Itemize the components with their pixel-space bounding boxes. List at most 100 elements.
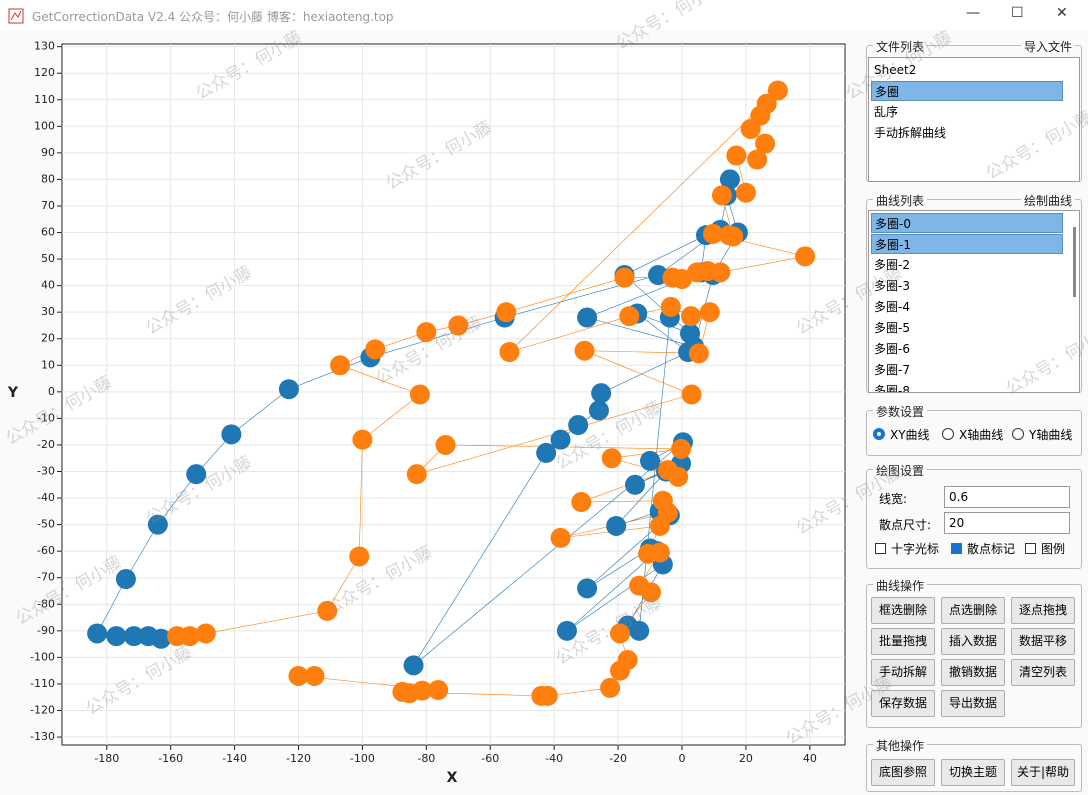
y-tick-label: -10 <box>37 411 55 424</box>
list-item[interactable]: 手动拆解曲线 <box>874 126 947 140</box>
y-tick-label: 80 <box>41 172 55 185</box>
list-item[interactable]: Sheet2 <box>874 63 917 77</box>
list-item[interactable]: 乱序 <box>874 105 899 119</box>
radio-button[interactable] <box>873 428 885 440</box>
group-title: 其他操作 <box>873 737 928 754</box>
list-item[interactable]: 多圈-0 <box>871 213 1063 233</box>
group-box: 曲线列表 绘制曲线 多圈-0 多圈-1 多圈-2 多圈-3 多圈-4 多圈-5 多圈-6 多圈-7… <box>866 192 1082 393</box>
data-point <box>435 434 456 455</box>
data-point <box>699 302 720 323</box>
group-title: 文件列表 <box>873 38 928 55</box>
y-tick-label: -110 <box>30 677 55 690</box>
data-point <box>755 133 776 154</box>
list-item[interactable]: 多圈-8 <box>874 384 910 393</box>
y-tick-label: 60 <box>41 226 55 239</box>
data-point <box>448 315 469 336</box>
data-point <box>221 424 242 445</box>
data-point <box>186 464 207 485</box>
data-point <box>352 429 373 450</box>
action-button[interactable]: 手动拆解 <box>871 659 935 686</box>
action-button[interactable]: 关于|帮助 <box>1011 759 1075 786</box>
data-point <box>679 323 700 344</box>
data-point <box>614 267 635 288</box>
x-tick-label: -180 <box>94 752 119 765</box>
data-point <box>649 515 670 536</box>
data-point <box>428 680 449 701</box>
y-tick-label: -120 <box>30 703 55 716</box>
action-button[interactable]: 插入数据 <box>941 628 1005 655</box>
data-point <box>317 600 338 621</box>
y-tick-label: 90 <box>41 146 55 159</box>
action-button[interactable]: 框选删除 <box>871 597 935 624</box>
data-point <box>496 302 517 323</box>
action-button[interactable]: 数据平移 <box>1011 628 1075 655</box>
action-button[interactable]: 切换主题 <box>941 759 1005 786</box>
data-point <box>756 93 777 114</box>
action-button[interactable]: 清空列表 <box>1011 659 1075 686</box>
y-tick-label: -80 <box>37 597 55 610</box>
action-button[interactable]: 点选删除 <box>941 597 1005 624</box>
y-tick-label: -130 <box>30 730 55 743</box>
list-item[interactable]: 多圈-6 <box>874 342 910 356</box>
action-button[interactable]: 底图参照 <box>871 759 935 786</box>
close-button[interactable]: ✕ <box>1056 5 1068 21</box>
x-tick-label: 20 <box>739 752 753 765</box>
data-point <box>657 460 678 481</box>
list-item[interactable]: 多圈-3 <box>874 279 910 293</box>
y-tick-label: 30 <box>41 305 55 318</box>
data-point <box>711 185 732 206</box>
data-point <box>619 306 640 327</box>
data-point <box>409 384 430 405</box>
group-title: 曲线操作 <box>873 577 928 594</box>
list-action[interactable]: 导入文件 <box>1020 38 1075 55</box>
x-tick-label: -100 <box>350 752 375 765</box>
radio-label: X轴曲线 <box>959 428 1004 442</box>
y-tick-label: -100 <box>30 650 55 663</box>
list-item[interactable]: 多圈-4 <box>874 300 910 314</box>
radio-button[interactable] <box>942 428 954 440</box>
data-point <box>87 623 108 644</box>
y-tick-label: 10 <box>41 358 55 371</box>
data-point <box>278 379 299 400</box>
action-button[interactable]: 保存数据 <box>871 690 935 717</box>
action-button[interactable]: 逐点拖拽 <box>1011 597 1075 624</box>
list-item[interactable]: 多圈-1 <box>871 234 1063 254</box>
data-point <box>640 450 661 471</box>
title-bar: GetCorrectionData V2.4 公众号：何小藤 博客：hexiao… <box>0 0 1088 30</box>
data-point <box>606 515 627 536</box>
list-item[interactable]: 多圈-5 <box>874 321 910 335</box>
radio-button[interactable] <box>1012 428 1024 440</box>
y-tick-label: 50 <box>41 252 55 265</box>
line-width-input[interactable]: 0.6 <box>944 486 1070 508</box>
data-point <box>147 514 168 535</box>
x-tick-label: 0 <box>679 752 686 765</box>
data-point <box>349 546 370 567</box>
checkbox[interactable] <box>875 543 886 554</box>
marker-size-input[interactable]: 20 <box>944 512 1070 534</box>
data-point <box>365 339 386 360</box>
action-button[interactable]: 撤销数据 <box>941 659 1005 686</box>
x-tick-label: -20 <box>609 752 627 765</box>
maximize-button[interactable]: ☐ <box>1011 5 1024 21</box>
checkbox[interactable] <box>1025 543 1036 554</box>
group-box: 其他操作底图参照 切换主题 关于|帮助 <box>866 737 1082 792</box>
y-tick-label: 130 <box>34 40 55 53</box>
list-item[interactable]: 多圈-7 <box>874 363 910 377</box>
list-item[interactable]: 多圈-2 <box>874 258 910 272</box>
data-point <box>688 343 709 364</box>
radio-label: Y轴曲线 <box>1029 428 1073 442</box>
curve-list: 多圈-0 多圈-1 多圈-2 多圈-3 多圈-4 多圈-5 多圈-6 多圈-7 多圈-8 <box>868 210 1080 393</box>
action-button[interactable]: 批量拖拽 <box>871 628 935 655</box>
data-point <box>629 620 650 641</box>
list-action[interactable]: 绘制曲线 <box>1020 192 1075 209</box>
checkbox[interactable] <box>951 543 962 554</box>
list-item[interactable]: 多圈 <box>871 81 1063 101</box>
group-box: 曲线操作框选删除 点选删除 逐点拖拽批量拖拽 插入数据 数据平移手动拆解 撤销数据 清空列表… <box>866 577 1082 728</box>
data-point <box>601 448 622 469</box>
minimize-button[interactable]: — <box>966 5 980 21</box>
data-point <box>747 149 768 170</box>
action-button[interactable]: 导出数据 <box>941 690 1005 717</box>
data-point <box>574 340 595 361</box>
data-point <box>531 685 552 706</box>
